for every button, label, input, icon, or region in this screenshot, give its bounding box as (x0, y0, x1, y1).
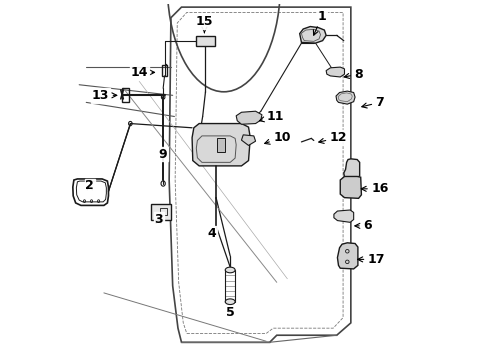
Bar (122, 87, 128, 102)
Text: 16: 16 (361, 182, 389, 195)
Text: 4: 4 (207, 227, 216, 240)
Text: 17: 17 (358, 253, 385, 266)
Text: 14: 14 (130, 66, 154, 79)
Bar (218, 138, 224, 152)
Text: 15: 15 (196, 15, 213, 32)
Text: 10: 10 (265, 131, 291, 144)
Text: 8: 8 (344, 68, 363, 81)
Polygon shape (336, 91, 355, 104)
Bar (160, 208, 168, 215)
Text: 6: 6 (355, 219, 372, 232)
Text: 2: 2 (85, 179, 94, 192)
Polygon shape (242, 135, 256, 145)
Ellipse shape (225, 267, 235, 273)
Text: 3: 3 (154, 213, 163, 226)
Text: 9: 9 (159, 148, 168, 161)
Polygon shape (338, 243, 358, 269)
Polygon shape (334, 210, 354, 222)
Text: 1: 1 (314, 10, 326, 35)
Polygon shape (340, 176, 362, 198)
Text: 5: 5 (226, 306, 235, 319)
Polygon shape (344, 159, 360, 178)
Ellipse shape (225, 299, 235, 305)
Text: 7: 7 (362, 96, 384, 109)
Polygon shape (236, 111, 262, 124)
Text: 12: 12 (319, 131, 347, 144)
Bar (151, 204, 171, 220)
Polygon shape (192, 123, 250, 166)
Text: 11: 11 (260, 110, 284, 123)
Polygon shape (326, 67, 344, 77)
Bar (196, 36, 215, 46)
Bar (163, 65, 167, 76)
Polygon shape (300, 27, 326, 43)
Text: 13: 13 (92, 89, 117, 102)
